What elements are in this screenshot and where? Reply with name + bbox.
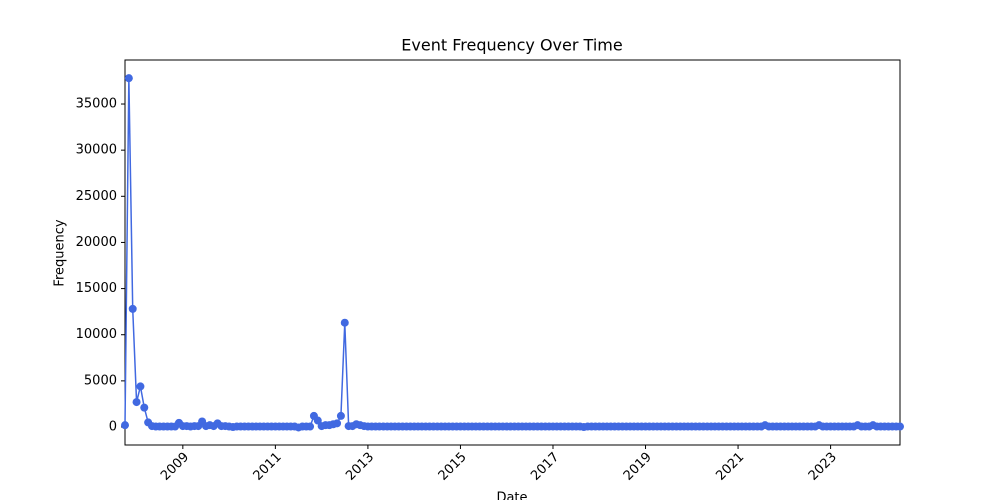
- data-point: [896, 422, 904, 431]
- data-point: [333, 419, 342, 428]
- y-tick-label: 20000: [76, 235, 117, 250]
- y-tick-label: 25000: [76, 189, 117, 204]
- y-tick-label: 0: [109, 420, 117, 435]
- data-point: [336, 411, 345, 420]
- plot-area: [124, 59, 901, 446]
- chart-title: Event Frequency Over Time: [401, 36, 622, 55]
- y-axis-label: Frequency: [53, 219, 68, 286]
- y-tick-label: 15000: [76, 281, 117, 296]
- data-point: [132, 398, 141, 407]
- y-tick-label: 5000: [84, 373, 117, 388]
- y-tick-label: 35000: [76, 97, 117, 112]
- data-point: [306, 422, 315, 431]
- data-point: [124, 74, 133, 83]
- data-point: [128, 304, 137, 313]
- data-point: [136, 382, 145, 391]
- y-tick-label: 10000: [76, 327, 117, 342]
- data-point: [140, 403, 149, 412]
- x-axis-label: Date: [496, 491, 527, 500]
- y-tick-label: 30000: [76, 143, 117, 158]
- data-point: [340, 318, 349, 327]
- data-point: [121, 421, 129, 430]
